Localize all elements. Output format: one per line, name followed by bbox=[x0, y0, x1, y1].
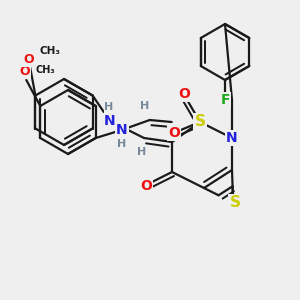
Text: S: S bbox=[230, 195, 241, 210]
Text: O: O bbox=[19, 65, 30, 78]
Text: O: O bbox=[140, 179, 152, 193]
Text: N: N bbox=[104, 114, 116, 128]
Text: N: N bbox=[116, 123, 127, 137]
Text: O: O bbox=[168, 126, 180, 140]
Text: S: S bbox=[194, 115, 206, 130]
Text: H: H bbox=[137, 147, 147, 157]
Text: N: N bbox=[226, 131, 238, 145]
Text: H: H bbox=[140, 101, 149, 111]
Text: H: H bbox=[104, 102, 114, 112]
Text: CH₃: CH₃ bbox=[35, 65, 55, 75]
Text: CH₃: CH₃ bbox=[39, 46, 60, 56]
Text: O: O bbox=[178, 87, 190, 101]
Text: F: F bbox=[220, 93, 230, 107]
Text: O: O bbox=[23, 53, 34, 66]
Text: H: H bbox=[117, 139, 126, 149]
